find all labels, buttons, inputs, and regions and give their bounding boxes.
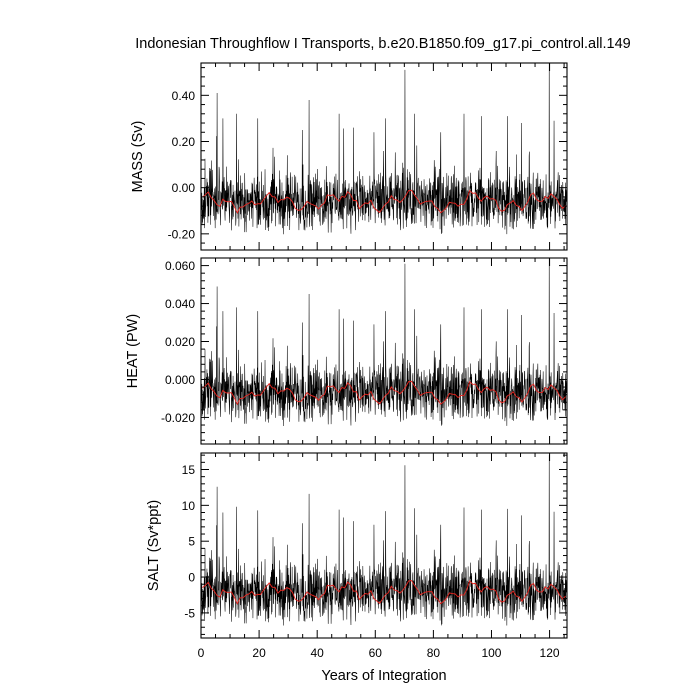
- y-tick-label: -0.020: [161, 411, 195, 425]
- y-axis-label: MASS (Sv): [130, 121, 146, 193]
- chart-title: Indonesian Throughflow I Transports, b.e…: [135, 36, 631, 52]
- x-tick-label: 120: [540, 646, 560, 660]
- y-tick-label: 10: [182, 499, 196, 513]
- y-axis-label: HEAT (PW): [125, 314, 141, 388]
- panel-3: -5 0 5 10 15 SALT (Sv*ppt) 0 20 40 60 80 100 120 Year…: [146, 452, 568, 684]
- y-tick-label: 0: [188, 571, 195, 585]
- series-line-monthly: [201, 455, 567, 626]
- plot-frame: [200, 62, 568, 251]
- series-line-annual-mean: [202, 380, 566, 406]
- y-tick-label: 0.000: [165, 373, 195, 387]
- y-tick-label: 0.040: [165, 297, 195, 311]
- y-tick-label: 15: [182, 463, 196, 477]
- x-axis-label: Years of Integration: [321, 668, 446, 684]
- y-tick-label: 0.020: [165, 335, 195, 349]
- plot-frame: [200, 257, 568, 445]
- y-tick-label: 0.40: [172, 89, 196, 103]
- series-line-monthly: [201, 63, 567, 235]
- y-tick-label: -5: [184, 606, 195, 620]
- y-axis-label: SALT (Sv*ppt): [146, 500, 162, 591]
- panels: -0.20 0.00 0.20 0.40 MASS (Sv) -0.020 0.000 0.0…: [125, 62, 568, 684]
- y-tick-label: 0.20: [172, 135, 196, 149]
- panel-1: -0.20 0.00 0.20 0.40 MASS (Sv): [130, 62, 568, 251]
- x-tick-label: 60: [369, 646, 383, 660]
- x-tick-label: 0: [198, 646, 205, 660]
- x-tick-label: 80: [427, 646, 441, 660]
- series-line-monthly: [201, 258, 567, 426]
- x-tick-label: 40: [311, 646, 325, 660]
- x-tick-label: 20: [252, 646, 266, 660]
- plot-frame: [200, 452, 568, 639]
- x-tick-label: 100: [481, 646, 501, 660]
- series-line-annual-mean: [202, 580, 566, 605]
- y-tick-label: 5: [188, 535, 195, 549]
- y-tick-label: -0.20: [168, 227, 196, 241]
- y-tick-label: 0.060: [165, 259, 195, 273]
- panel-2: -0.020 0.000 0.020 0.040 0.060 HEAT (PW): [125, 257, 568, 445]
- series-line-annual-mean: [202, 189, 566, 214]
- y-tick-label: 0.00: [172, 181, 196, 195]
